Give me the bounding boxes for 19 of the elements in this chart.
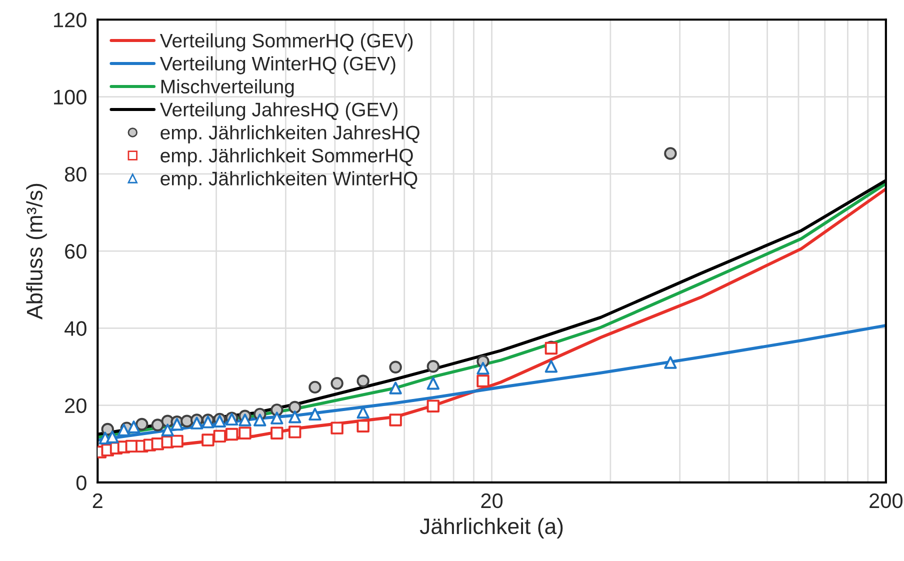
x-tick-label: 200 [870, 493, 902, 508]
y-tick-label: 60 [65, 244, 86, 259]
y-tick-label: 80 [64, 166, 86, 182]
legend-label: emp. Jährlichkeiten JahresHQ [160, 125, 420, 144]
y-axis-title: Abfluss (m³/s) [26, 184, 47, 320]
legend-label: Verteilung SommerHQ (GEV) [160, 33, 413, 52]
y-tick-label: 100 [54, 90, 86, 105]
legend-label: Verteilung WinterHQ (GEV) [160, 56, 396, 74]
y-tick-label: 20 [65, 398, 86, 414]
legend-label: emp. Jährlichkeit SommerHQ [160, 148, 413, 166]
x-tick-label: 2 [92, 493, 102, 508]
y-tick-label: 120 [54, 12, 86, 28]
legend-label: Verteilung JahresHQ (GEV) [160, 102, 398, 120]
legend-label: emp. Jährlichkeiten WinterHQ [160, 171, 418, 190]
y-tick-label: 40 [64, 321, 86, 336]
y-tick-label: 0 [76, 475, 86, 490]
legend-label: Mischverteilung [161, 79, 294, 98]
x-axis-title: Jährlichkeit (a) [420, 518, 563, 539]
x-tick-label: 20 [481, 493, 503, 508]
